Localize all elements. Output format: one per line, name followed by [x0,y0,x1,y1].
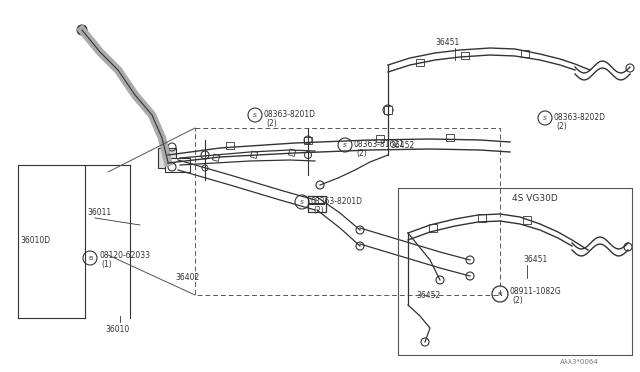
Text: (2): (2) [556,122,567,131]
Text: 36010: 36010 [105,326,129,334]
Bar [226,142,234,149]
Text: 08363-8201D: 08363-8201D [264,109,316,119]
Bar [429,224,437,232]
Text: 36452: 36452 [416,291,440,299]
Text: 08911-1082G: 08911-1082G [510,286,562,295]
Text: B: B [88,256,92,260]
Text: 36452: 36452 [390,141,414,150]
Text: 08363-8201D: 08363-8201D [311,196,363,205]
Text: S: S [253,112,257,118]
Text: (2): (2) [266,119,276,128]
Text: S: S [343,142,347,148]
Text: N: N [498,292,502,296]
Text: 36011: 36011 [87,208,111,217]
Bar [523,216,531,224]
Text: 36451: 36451 [523,256,547,264]
Bar [384,106,392,114]
Text: Aλλ3*0064: Aλλ3*0064 [560,359,599,365]
Bar [289,149,296,156]
Bar [461,52,469,59]
Text: (2): (2) [356,148,367,157]
FancyBboxPatch shape [158,148,176,168]
Text: 08120-62033: 08120-62033 [99,250,150,260]
Circle shape [77,25,87,35]
Text: (1): (1) [101,260,112,269]
Text: 4S VG30D: 4S VG30D [512,193,557,202]
Bar [212,154,220,161]
Text: 36402: 36402 [175,273,199,282]
Text: 08363-81621: 08363-81621 [354,140,405,148]
Bar [304,137,312,144]
Bar [376,135,384,142]
Bar [250,151,258,158]
Bar [165,158,190,172]
Text: 08363-8202D: 08363-8202D [554,112,606,122]
Text: S: S [543,115,547,121]
Text: S: S [300,199,304,205]
Text: 36451: 36451 [435,38,460,46]
Bar [521,50,529,57]
Text: (2): (2) [512,295,523,305]
Text: 36010D: 36010D [20,235,50,244]
Bar [478,214,486,222]
Text: (2): (2) [313,205,324,215]
Bar [416,59,424,66]
Bar [446,134,454,141]
